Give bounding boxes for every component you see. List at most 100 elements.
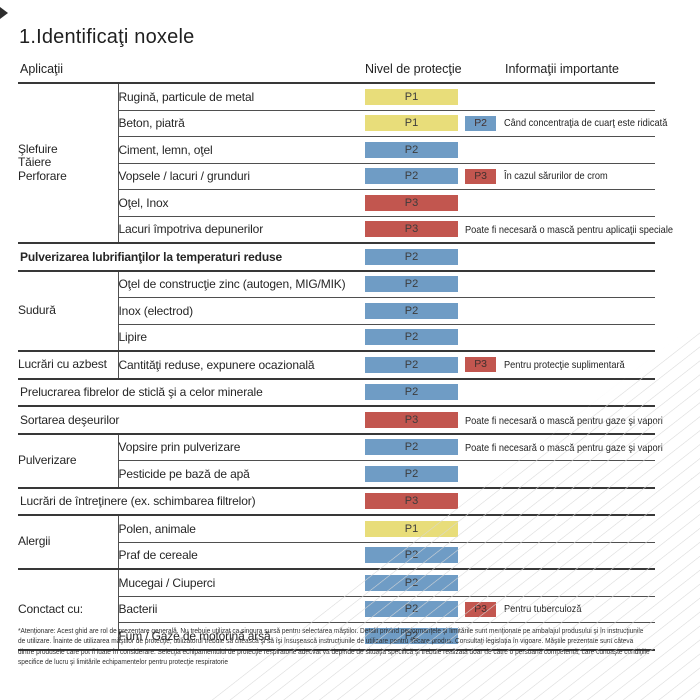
info-cell: [465, 136, 655, 164]
application-cell: Lucrări de întreţinere (ex. schimbarea f…: [18, 487, 365, 516]
protection-level-bar: P2: [365, 547, 458, 564]
disclaimer-line: de utilizare. Înainte de utilizarea măşt…: [18, 636, 634, 646]
info-cell: Poate fi necesară o mască pentru gaze şi…: [465, 433, 663, 461]
protection-level-bar: P2: [365, 248, 458, 265]
info-cell: [465, 189, 655, 217]
application-cell: Pulverizarea lubrifianţilor la temperatu…: [18, 243, 365, 272]
extra-level-badge: P3: [465, 357, 496, 373]
table-row: Sudură Oţel de construcţie zinc (autogen,…: [18, 270, 655, 352]
column-headers: Aplicaţii Nivel de protecţie Informaţii …: [18, 60, 688, 82]
info-cell: P3 În cazul sărurilor de crom: [465, 163, 655, 190]
protection-level-bar: P3: [365, 493, 458, 510]
table-row: Pulverizare Vopsire prin pulverizare P2 Poa…: [18, 433, 663, 489]
info-text: Poate fi necesară o mască pentru gaze şi…: [465, 442, 663, 455]
group-label-cell: Conctact cu:: [18, 569, 119, 651]
info-text: Poate fi necesară o mască pentru aplicaţ…: [465, 224, 674, 237]
protection-level-bar: P2: [365, 276, 458, 293]
protection-level-bar: P2: [365, 168, 458, 185]
protection-level-bar: P2: [365, 141, 458, 158]
column-header-applications: Aplicaţii: [20, 62, 64, 76]
group-label-cell: Lucrări cu azbest: [18, 351, 119, 380]
level-cell: P2: [365, 243, 465, 272]
protection-level-bar: P2: [365, 356, 458, 373]
protection-level-bar: P1: [365, 520, 458, 537]
protection-level-bar: P2: [365, 465, 458, 482]
info-cell: P2 Când concentraţia de cuarţ este ridica…: [465, 110, 667, 137]
level-cell: P2: [365, 596, 465, 623]
extra-level-badge: P2: [465, 115, 496, 131]
level-cell: P2: [365, 297, 465, 325]
info-text: Pentru protecţie suplimentară: [504, 358, 625, 371]
protection-level-bar: P3: [365, 221, 458, 238]
info-cell: [465, 460, 655, 489]
info-cell: P3 Pentru tuberculoză: [465, 596, 655, 623]
protection-level-bar: P2: [365, 384, 458, 401]
group-label-cell: Pulverizare: [18, 433, 119, 489]
application-cell: Ciment, lemn, oţel: [118, 136, 365, 164]
group-label-cell: Alergii: [18, 515, 119, 570]
info-cell: [465, 270, 655, 298]
table-row: Lucrări cu azbest Cantităţi reduse, expun…: [18, 351, 655, 380]
info-cell: [465, 569, 655, 597]
extra-level-badge: P3: [465, 168, 496, 184]
application-cell: Pesticide pe bază de apă: [118, 460, 365, 489]
level-cell: P3: [365, 216, 465, 244]
application-cell: Vopsele / lacuri / grunduri: [118, 163, 365, 190]
info-cell: [465, 324, 655, 352]
application-cell: Lipire: [118, 324, 365, 352]
protection-level-bar: P2: [365, 302, 458, 319]
level-cell: P2: [365, 542, 465, 570]
table-row: Şlefuire Tăiere Perforare Rugină, particule…: [18, 83, 655, 244]
table-row: Inox (electrod) P2: [18, 297, 655, 325]
info-cell: [465, 297, 655, 325]
level-cell: P3: [365, 406, 465, 435]
application-cell: Mucegai / Ciuperci: [118, 569, 365, 597]
protection-level-bar: P2: [365, 439, 458, 456]
level-cell: P2: [365, 378, 465, 407]
table-row: Ciment, lemn, oţel P2: [18, 136, 655, 164]
protection-level-bar: P2: [365, 601, 458, 618]
application-cell: Praf de cereale: [118, 542, 365, 570]
group-label-cell: Sudură: [18, 270, 119, 352]
info-cell: [465, 83, 655, 111]
table-row: Beton, piatră P1 P2 Când concentraţia de cu…: [18, 110, 667, 137]
level-cell: P2: [365, 351, 465, 380]
protection-level-bar: P1: [365, 88, 458, 105]
disclaimer: *Atenţionare: Acest ghid are rol de prez…: [18, 626, 690, 667]
level-cell: P1: [365, 83, 465, 111]
table-row: Lacuri împotriva depunerilor P3 Poate fi n…: [18, 216, 673, 244]
column-header-important-info: Informaţii importante: [505, 62, 619, 76]
protection-level-bar: P2: [365, 329, 458, 346]
level-cell: P1: [365, 110, 465, 137]
application-cell: Bacterii: [118, 596, 365, 623]
disclaimer-line: *Atenţionare: Acest ghid are rol de prez…: [18, 626, 644, 635]
hazard-table: Şlefuire Tăiere Perforare Rugină, particule…: [18, 82, 673, 651]
info-cell: Poate fi necesară o mască pentru aplicaţ…: [465, 216, 673, 244]
info-text: Poate fi necesară o mască pentru gaze şi…: [465, 414, 663, 427]
info-cell: P3 Pentru protecţie suplimentară: [465, 351, 655, 380]
application-cell: Vopsire prin pulverizare: [118, 433, 365, 461]
level-cell: P3: [365, 189, 465, 217]
level-cell: P2: [365, 136, 465, 164]
page-title: 1.Identificaţi noxele: [19, 26, 195, 48]
table-row: Conctact cu: Mucegai / Ciuperci P2: [18, 569, 655, 651]
info-cell: [465, 378, 655, 407]
page-corner-mark: [0, 7, 8, 19]
protection-level-bar: P1: [365, 115, 458, 132]
level-cell: P2: [365, 270, 465, 298]
table-row: Vopsele / lacuri / grunduri P2 P3 În cazul …: [18, 163, 655, 190]
protection-level-bar: P3: [365, 194, 458, 211]
application-cell: Rugină, particule de metal: [118, 83, 365, 111]
application-cell: Cantităţi reduse, expunere ocazională: [118, 351, 365, 380]
level-cell: P2: [365, 163, 465, 190]
level-cell: P2: [365, 324, 465, 352]
hazard-table-body: Şlefuire Tăiere Perforare Rugină, particule…: [18, 83, 673, 651]
table-row: Lucrări de întreţinere (ex. schimbarea f…: [18, 487, 655, 516]
table-row: Prelucrarea fibrelor de sticlă şi a celo…: [18, 378, 655, 407]
info-cell: [465, 487, 655, 516]
info-cell: [465, 243, 655, 272]
table-row: Sortarea deşeurilor P3 Poate fi necesară o…: [18, 406, 663, 435]
info-text: În cazul sărurilor de crom: [504, 170, 608, 183]
info-cell: [465, 515, 655, 543]
info-text: Pentru tuberculoză: [504, 603, 582, 616]
